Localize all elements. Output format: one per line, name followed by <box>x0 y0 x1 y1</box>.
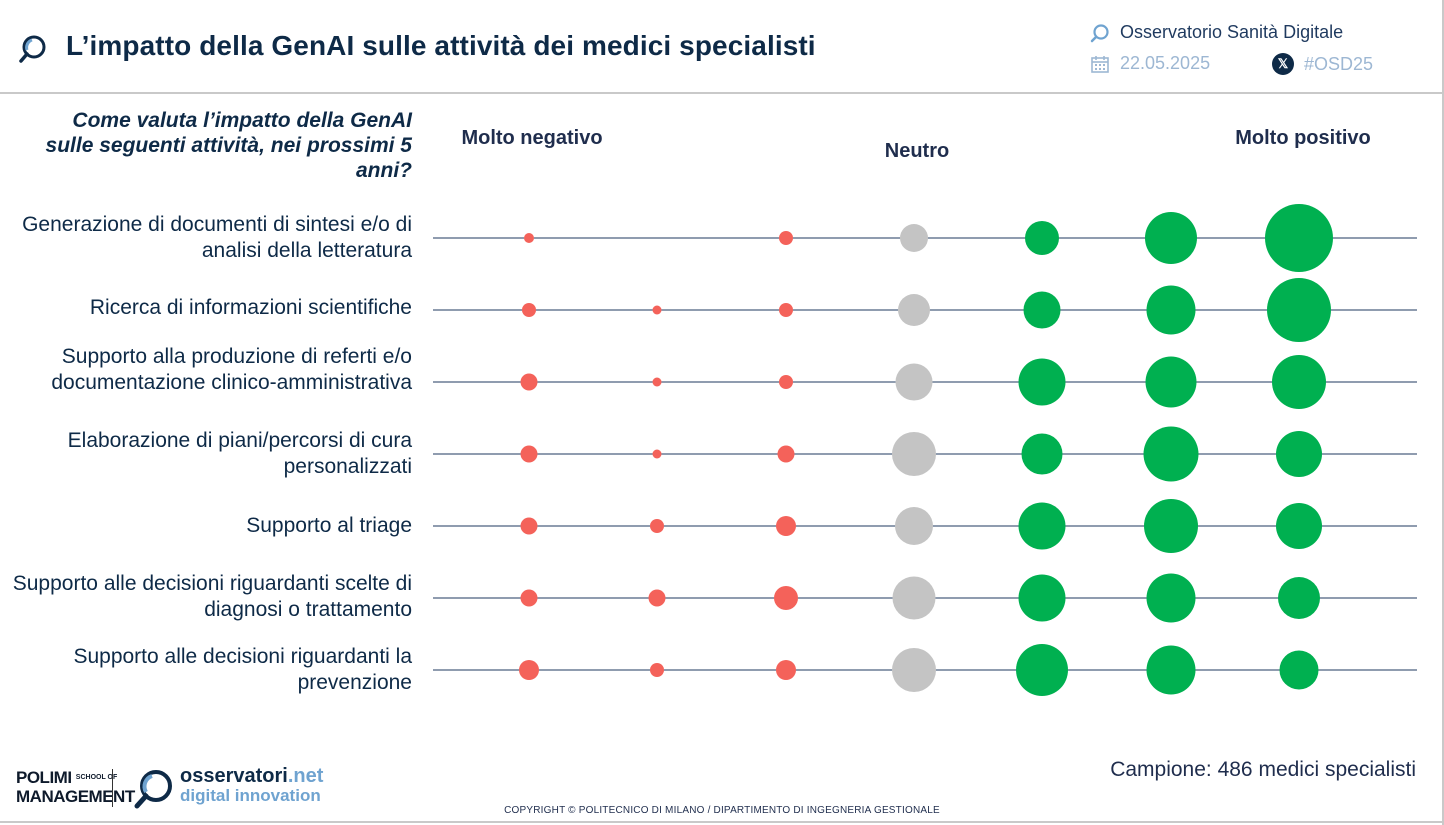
bubble-mark <box>1276 431 1322 477</box>
observatory-label: Osservatorio Sanità Digitale <box>1090 22 1343 43</box>
bubble-mark <box>1146 285 1196 335</box>
copyright: COPYRIGHT © POLITECNICO DI MILANO / DIPA… <box>504 805 940 816</box>
event-date-text: 22.05.2025 <box>1120 53 1211 73</box>
bubble-mark <box>1145 356 1197 408</box>
row-label: Generazione di documenti di sintesi e/o … <box>22 213 412 262</box>
bubble-mark <box>1146 645 1196 695</box>
bubble-mark <box>1272 355 1326 409</box>
bubble-mark <box>1146 573 1196 623</box>
frame-border <box>1442 0 1444 825</box>
bubble-mark <box>1023 291 1061 329</box>
bubble-mark <box>1018 358 1066 406</box>
bubble-mark <box>1145 212 1197 264</box>
hashtag-label[interactable]: 𝕏 #OSD25 <box>1272 53 1373 75</box>
scale-label-positive: Molto positivo <box>1235 127 1371 149</box>
bubble-mark <box>779 303 793 317</box>
bubble-mark <box>652 305 662 315</box>
bubble-mark <box>524 233 534 243</box>
x-logo-icon: 𝕏 <box>1272 53 1294 75</box>
scale-label-neutral: Neutro <box>884 140 950 162</box>
bubble-mark <box>648 589 666 607</box>
sample-size: Campione: 486 medici specialisti <box>1110 758 1416 781</box>
magnifier-icon <box>1090 23 1109 42</box>
row-label: Ricerca di informazioni scientifiche <box>89 296 412 319</box>
bubble-mark <box>1279 650 1319 690</box>
bubble-mark <box>900 224 928 252</box>
bubble-mark <box>895 363 933 401</box>
bubble-mark <box>520 445 538 463</box>
survey-question: Come valuta l’impatto della GenAI sulle … <box>45 109 412 182</box>
scale-label-negative: Molto negativo <box>461 127 603 149</box>
bubble-mark <box>1267 278 1331 342</box>
bubble-mark <box>520 517 538 535</box>
bubble-mark <box>1144 499 1198 553</box>
row-label: Supporto alle decisioni riguardanti scel… <box>12 572 412 621</box>
bubble-mark <box>892 432 936 476</box>
page-title: L’impatto della GenAI sulle attività dei… <box>66 30 816 61</box>
observatory-name: Osservatorio Sanità Digitale <box>1120 22 1344 42</box>
bubble-mark <box>776 516 796 536</box>
bubble-mark <box>650 519 664 533</box>
polimi-logo: POLIMI SCHOOL OF MANAGEMENT <box>16 768 135 806</box>
bubble-mark <box>779 375 793 389</box>
bubble-mark <box>652 449 662 459</box>
bubble-mark <box>892 648 936 692</box>
row-label: Supporto alla produzione di referti e/o … <box>51 345 412 394</box>
bubble-mark <box>895 507 933 545</box>
bubble-mark <box>776 660 796 680</box>
calendar-icon <box>1091 55 1109 73</box>
magnifier-icon <box>19 35 46 63</box>
bubble-mark <box>519 660 539 680</box>
bubble-mark <box>1018 574 1066 622</box>
bubble-mark <box>1018 502 1066 550</box>
row-label: Elaborazione di piani/percorsi di cura p… <box>67 429 412 478</box>
bubble-mark <box>520 589 538 607</box>
row-label: Supporto al triage <box>246 514 412 537</box>
bubble-mark <box>650 663 664 677</box>
bubble-mark <box>520 373 538 391</box>
bubble-mark <box>892 576 936 620</box>
bubble-mark <box>1143 426 1199 482</box>
bubble-mark <box>779 231 793 245</box>
row-label: Supporto alle decisioni riguardanti la p… <box>73 645 412 694</box>
bubble-mark <box>652 377 662 387</box>
hashtag-text: #OSD25 <box>1304 53 1374 74</box>
footer-divider <box>0 821 1444 823</box>
bubble-mark <box>898 294 930 326</box>
bubble-mark <box>1276 503 1322 549</box>
header-divider <box>0 92 1444 94</box>
osservatori-logo: osservatori.net digital innovation <box>180 765 324 805</box>
bubble-mark <box>1265 204 1333 272</box>
bubble-mark <box>774 586 798 610</box>
event-date: 22.05.2025 <box>1090 53 1210 74</box>
bubble-mark <box>1021 433 1063 475</box>
bubble-mark <box>777 445 795 463</box>
osservatori-logo-icon <box>134 770 172 809</box>
bubble-mark <box>1016 644 1068 696</box>
bubble-mark <box>1278 577 1320 619</box>
logo-separator <box>112 769 113 807</box>
bubble-mark <box>1025 221 1059 255</box>
bubble-mark <box>522 303 536 317</box>
